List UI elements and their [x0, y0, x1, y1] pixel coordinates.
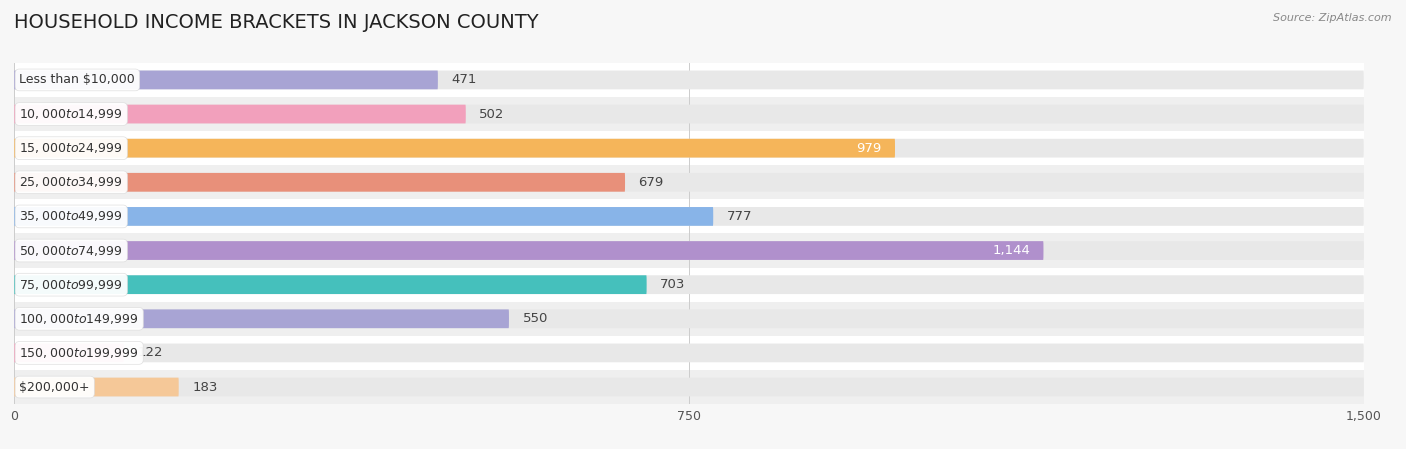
Text: 550: 550: [523, 313, 548, 325]
FancyBboxPatch shape: [14, 378, 179, 396]
FancyBboxPatch shape: [14, 139, 1364, 158]
FancyBboxPatch shape: [14, 207, 1364, 226]
FancyBboxPatch shape: [14, 139, 896, 158]
Text: $150,000 to $199,999: $150,000 to $199,999: [20, 346, 139, 360]
FancyBboxPatch shape: [14, 378, 1364, 396]
Text: $200,000+: $200,000+: [20, 381, 90, 393]
Bar: [14, 199, 1364, 233]
Bar: [14, 268, 1364, 302]
Bar: [14, 97, 1364, 131]
Text: Less than $10,000: Less than $10,000: [20, 74, 135, 86]
Text: 777: 777: [727, 210, 752, 223]
Bar: [14, 336, 1364, 370]
FancyBboxPatch shape: [14, 309, 1364, 328]
FancyBboxPatch shape: [14, 343, 124, 362]
FancyBboxPatch shape: [14, 173, 626, 192]
Text: 502: 502: [479, 108, 505, 120]
FancyBboxPatch shape: [14, 173, 1364, 192]
FancyBboxPatch shape: [14, 105, 1364, 123]
FancyBboxPatch shape: [14, 275, 647, 294]
Bar: [14, 131, 1364, 165]
Bar: [14, 302, 1364, 336]
Text: Source: ZipAtlas.com: Source: ZipAtlas.com: [1274, 13, 1392, 23]
FancyBboxPatch shape: [14, 207, 713, 226]
FancyBboxPatch shape: [14, 275, 1364, 294]
Text: $35,000 to $49,999: $35,000 to $49,999: [20, 209, 122, 224]
Text: 979: 979: [856, 142, 882, 154]
Text: 679: 679: [638, 176, 664, 189]
FancyBboxPatch shape: [14, 241, 1364, 260]
Text: 471: 471: [451, 74, 477, 86]
Text: 703: 703: [661, 278, 686, 291]
Text: $75,000 to $99,999: $75,000 to $99,999: [20, 277, 122, 292]
Bar: [14, 63, 1364, 97]
Text: HOUSEHOLD INCOME BRACKETS IN JACKSON COUNTY: HOUSEHOLD INCOME BRACKETS IN JACKSON COU…: [14, 13, 538, 32]
Bar: [14, 233, 1364, 268]
Text: $100,000 to $149,999: $100,000 to $149,999: [20, 312, 139, 326]
FancyBboxPatch shape: [14, 70, 437, 89]
Text: $50,000 to $74,999: $50,000 to $74,999: [20, 243, 122, 258]
Bar: [14, 370, 1364, 404]
Text: $10,000 to $14,999: $10,000 to $14,999: [20, 107, 122, 121]
FancyBboxPatch shape: [14, 343, 1364, 362]
Text: 183: 183: [193, 381, 218, 393]
Text: $15,000 to $24,999: $15,000 to $24,999: [20, 141, 122, 155]
FancyBboxPatch shape: [14, 70, 1364, 89]
FancyBboxPatch shape: [14, 309, 509, 328]
FancyBboxPatch shape: [14, 241, 1043, 260]
Text: $25,000 to $34,999: $25,000 to $34,999: [20, 175, 122, 189]
FancyBboxPatch shape: [14, 105, 465, 123]
Bar: [14, 165, 1364, 199]
Text: 1,144: 1,144: [993, 244, 1031, 257]
Text: 122: 122: [138, 347, 163, 359]
